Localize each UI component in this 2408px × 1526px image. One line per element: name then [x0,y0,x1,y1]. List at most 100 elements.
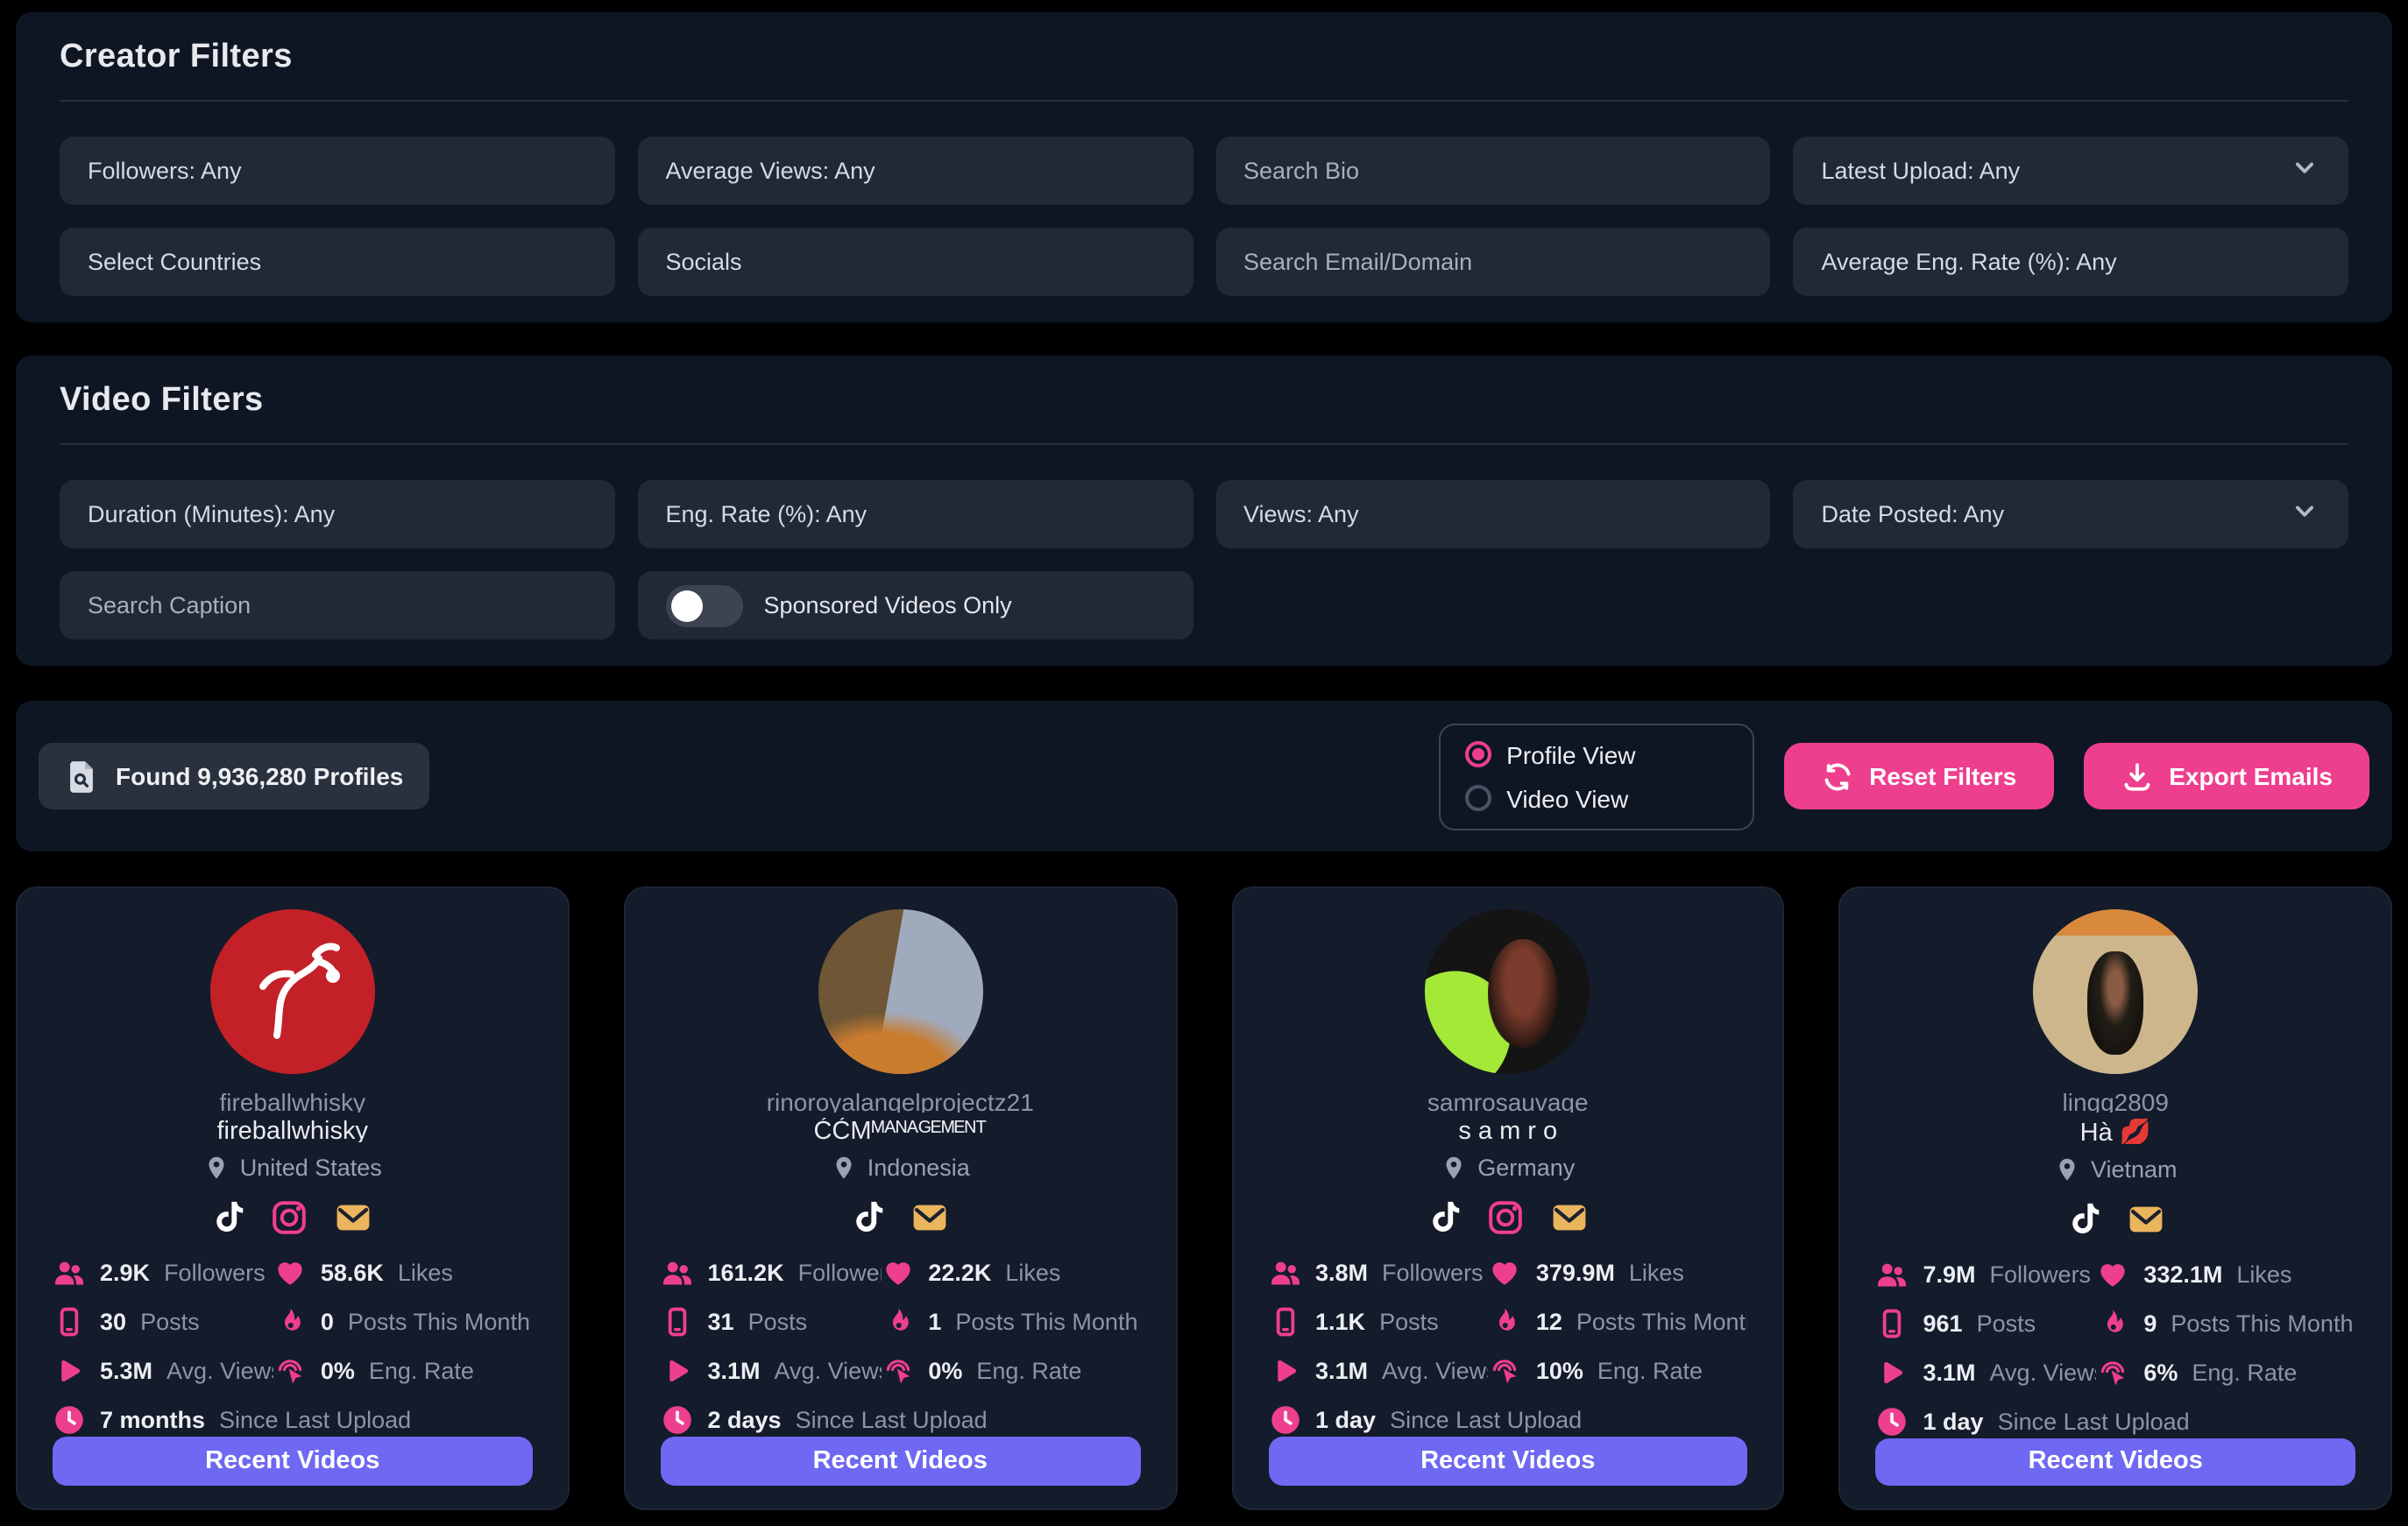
download-icon [2120,759,2153,793]
play-icon [1876,1356,1909,1389]
refresh-icon [1820,759,1853,793]
posts-this-month-stat: 0 Posts This Month [273,1306,533,1339]
avg-views-stat: 3.1M Avg. Views [661,1355,881,1388]
location: United States [203,1155,382,1182]
sponsored-videos-toggle[interactable] [665,584,743,626]
flame-icon [1489,1306,1522,1339]
followers-filter[interactable]: Followers: Any [60,137,615,205]
username-link[interactable]: fireballwhisky [219,1088,366,1113]
email-icon[interactable] [910,1199,950,1238]
stats-grid: 2.9K Followers 58.6K Likes 30 Posts 0 Posts … [53,1257,533,1438]
social-links [211,1199,374,1238]
clock-icon [1268,1404,1301,1438]
date-posted-filter[interactable]: Date Posted: Any [1793,480,2348,548]
email-icon[interactable] [1549,1199,1590,1238]
video-eng-rate-filter[interactable]: Eng. Rate (%): Any [637,480,1193,548]
avatar [209,909,375,1074]
play-icon [661,1355,694,1388]
likes-stat: 379.9M Likes [1489,1257,1748,1290]
username-link[interactable]: samrosauvage [1427,1088,1589,1113]
click-icon [881,1355,914,1388]
display-name: fireballwhisky [216,1118,368,1143]
video-view-radio[interactable] [1464,785,1491,811]
date-posted-label: Date Posted: Any [1821,501,2005,527]
search-caption-input[interactable] [60,571,615,639]
video-filters-title: Video Filters [60,382,264,419]
export-emails-button[interactable]: Export Emails [2083,743,2369,809]
results-bar: Found 9,936,280 Profiles Profile View Vi… [16,701,2392,851]
creator-card: samrosauvage s a m r o Germany 3.8M Follo… [1231,887,1785,1510]
tiktok-icon[interactable] [211,1199,246,1238]
found-profiles-chip: Found 9,936,280 Profiles [39,743,430,809]
divider [60,100,2348,102]
phone-icon [1268,1306,1301,1339]
tiktok-icon[interactable] [2065,1200,2100,1239]
creator-cards: fireballwhisky fireballwhisky United Sta… [16,887,2392,1510]
location-pin-icon [1441,1155,1467,1182]
avatar [1425,909,1590,1074]
posts-stat: 30 Posts [53,1306,273,1339]
creator-card: rinoroyalangelprojectz21 ĆĆMᴹᴬᴺᴬᴳᴱᴹᴱᴺᵀ I… [623,887,1177,1510]
profile-view-option[interactable]: Profile View [1464,740,1727,768]
video-view-option[interactable]: Video View [1464,784,1727,812]
recent-videos-button[interactable]: Recent Videos [53,1437,533,1486]
views-filter[interactable]: Views: Any [1215,480,1771,548]
social-links [1427,1199,1590,1238]
username-link[interactable]: rinoroyalangelprojectz21 [766,1088,1034,1113]
username-link[interactable]: lingg2809 [2062,1088,2169,1113]
average-views-filter[interactable]: Average Views: Any [637,137,1193,205]
tiktok-icon[interactable] [1427,1199,1462,1238]
search-bio-input[interactable] [1215,137,1771,205]
creator-card: fireballwhisky fireballwhisky United Sta… [16,887,570,1510]
creator-filters-title: Creator Filters [60,39,293,75]
recent-videos-button[interactable]: Recent Videos [1875,1438,2355,1487]
email-icon[interactable] [2125,1200,2165,1239]
avg-eng-rate-filter[interactable]: Average Eng. Rate (%): Any [1793,228,2348,296]
reset-filters-button[interactable]: Reset Filters [1783,743,2054,809]
recent-videos-button[interactable]: Recent Videos [660,1437,1140,1486]
email-icon[interactable] [334,1199,374,1238]
duration-filter[interactable]: Duration (Minutes): Any [60,480,615,548]
tiktok-icon[interactable] [850,1199,885,1238]
click-icon [1489,1355,1522,1388]
instagram-icon[interactable] [1486,1199,1525,1238]
search-email-input[interactable] [1215,228,1771,296]
location-pin-icon [203,1155,230,1182]
avg-views-stat: 3.1M Avg. Views [1268,1355,1489,1388]
posts-this-month-stat: 1 Posts This Month [881,1306,1140,1339]
socials-filter[interactable]: Socials [637,228,1193,296]
location: Vietnam [2054,1156,2178,1183]
followers-icon [53,1257,86,1290]
followers-stat: 3.8M Followers [1268,1257,1489,1290]
latest-upload-filter[interactable]: Latest Upload: Any [1793,137,2348,205]
instagram-icon[interactable] [271,1199,309,1238]
followers-stat: 2.9K Followers [53,1257,273,1290]
eng-rate-stat: 6% Eng. Rate [2096,1356,2355,1389]
click-icon [2096,1356,2129,1389]
posts-stat: 1.1K Posts [1268,1306,1489,1339]
followers-stat: 7.9M Followers [1876,1258,2097,1291]
stats-grid: 3.8M Followers 379.9M Likes 1.1K Posts 12 Po… [1268,1257,1748,1438]
phone-icon [1876,1307,1909,1340]
profile-view-radio[interactable] [1464,741,1491,767]
posts-this-month-stat: 12 Posts This Month [1489,1306,1747,1339]
export-emails-label: Export Emails [2169,762,2333,790]
flame-icon [2096,1307,2129,1340]
followers-icon [1876,1258,1909,1291]
country-label: Vietnam [2090,1155,2178,1183]
posts-stat: 961 Posts [1876,1307,2097,1340]
location: Germany [1441,1155,1575,1182]
since-last-upload-stat: 1 day Since Last Upload [1876,1405,2355,1438]
location-pin-icon [831,1155,857,1182]
avg-views-stat: 3.1M Avg. Views [1876,1356,2096,1389]
clock-icon [1876,1405,1909,1438]
social-links [2065,1200,2165,1239]
file-search-icon [65,758,98,795]
flame-icon [273,1306,307,1339]
select-countries-filter[interactable]: Select Countries [60,228,615,296]
likes-stat: 332.1M Likes [2096,1258,2355,1291]
found-profiles-text: Found 9,936,280 Profiles [116,762,404,790]
recent-videos-button[interactable]: Recent Videos [1268,1437,1748,1486]
